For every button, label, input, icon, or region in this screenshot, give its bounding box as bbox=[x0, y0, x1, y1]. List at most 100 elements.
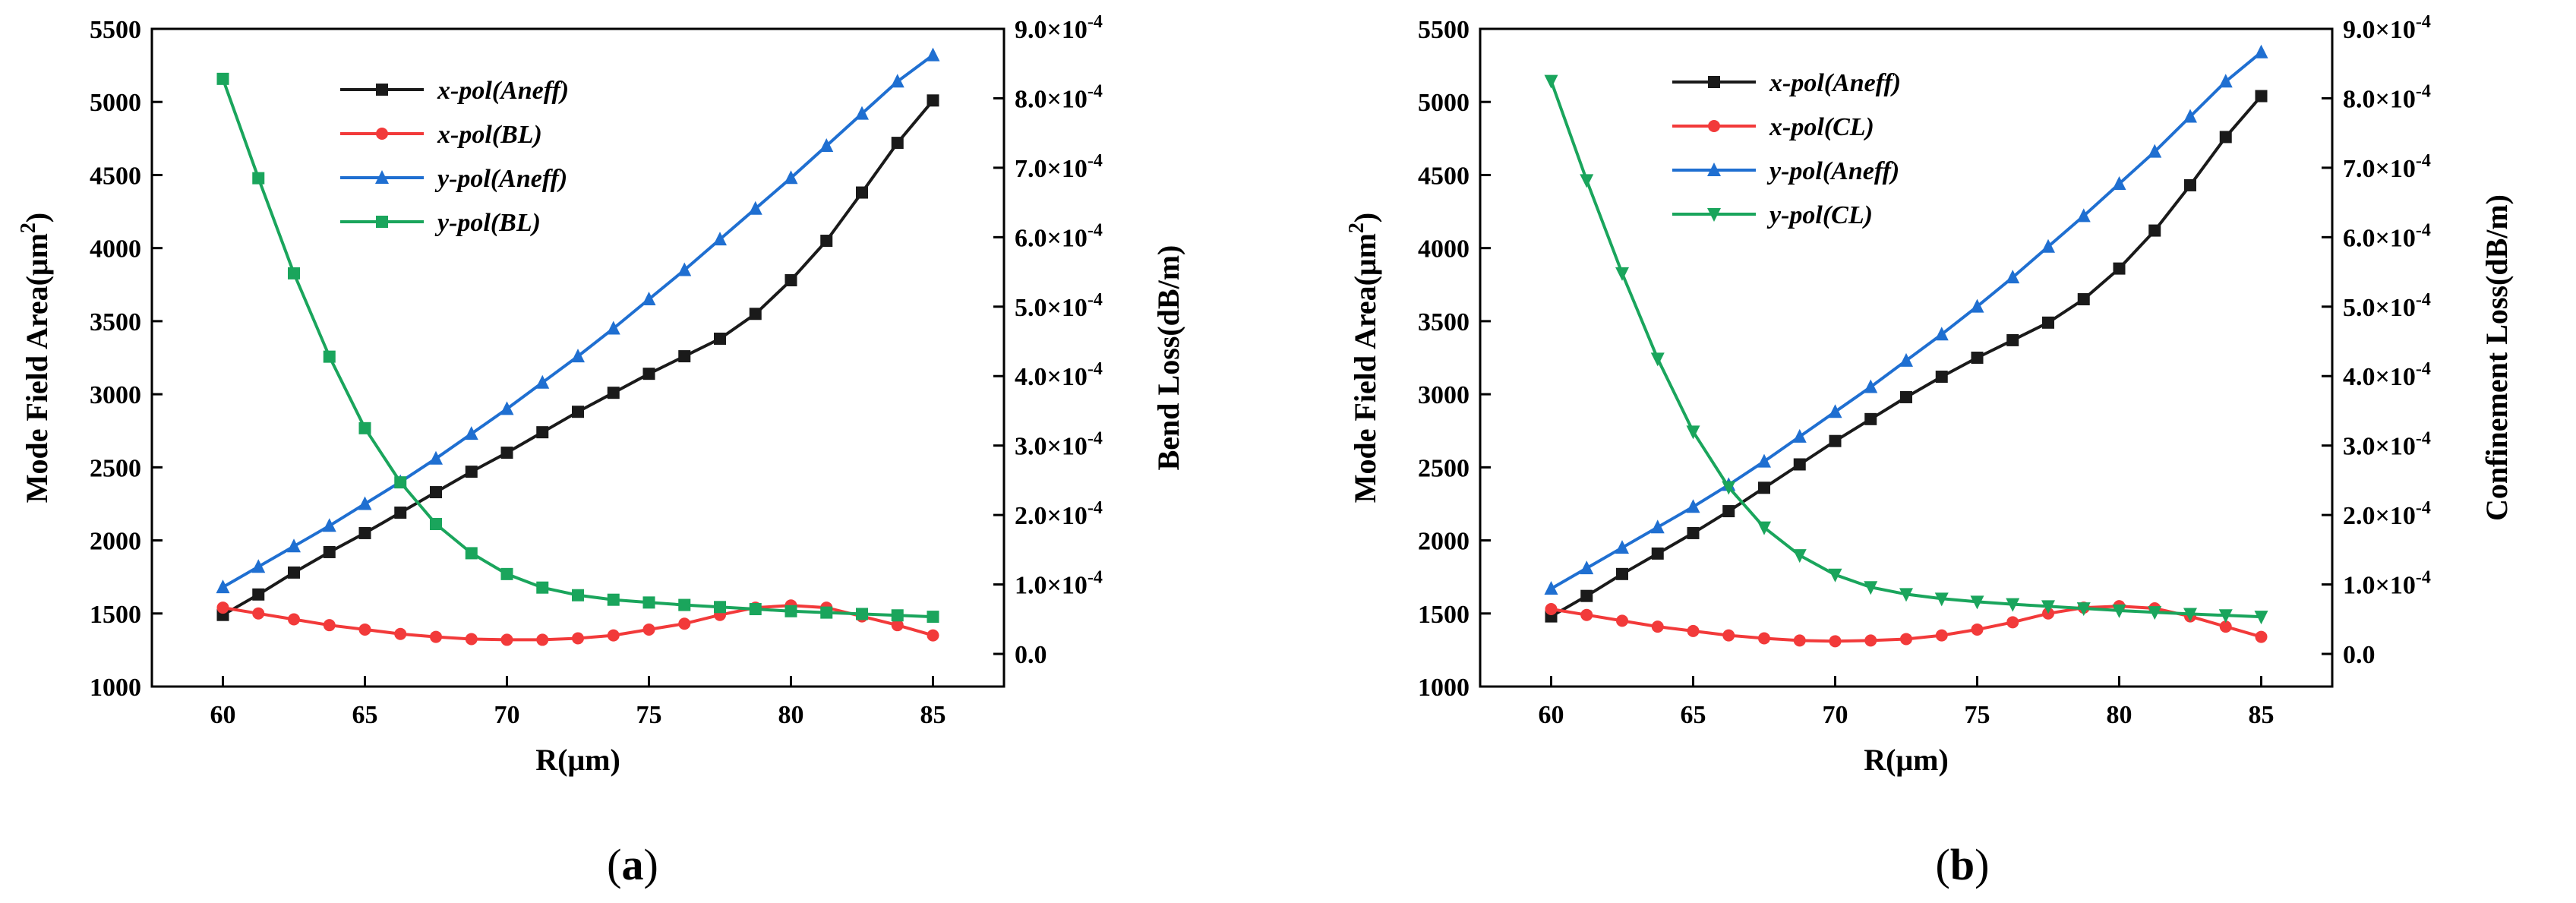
data-point bbox=[1580, 589, 1593, 602]
data-point bbox=[2254, 611, 2268, 625]
data-point bbox=[323, 545, 336, 558]
data-point bbox=[465, 633, 478, 646]
y-right-tick-label: 2.0×10-4 bbox=[2343, 498, 2431, 530]
x-tick-label: 70 bbox=[494, 701, 520, 729]
data-point bbox=[1793, 634, 1806, 647]
y-left-tick-label: 3000 bbox=[90, 381, 141, 409]
y-left-tick-label: 3500 bbox=[90, 308, 141, 336]
data-point bbox=[1580, 174, 1594, 188]
data-point bbox=[1970, 595, 1984, 610]
data-point bbox=[2183, 109, 2197, 123]
data-point bbox=[1615, 267, 1629, 281]
data-point bbox=[891, 609, 904, 622]
y-left-tick-label: 2500 bbox=[1418, 454, 1470, 482]
data-point bbox=[1616, 614, 1628, 627]
legend-marker bbox=[375, 170, 389, 184]
data-point bbox=[607, 387, 620, 399]
data-point bbox=[465, 547, 478, 560]
data-point bbox=[1935, 371, 1948, 384]
data-point bbox=[2006, 270, 2020, 284]
data-point bbox=[500, 567, 513, 580]
x-tick-label: 75 bbox=[636, 701, 662, 729]
y-left-axis-label: Mode Field Area(μm2) bbox=[1345, 213, 1382, 504]
data-point bbox=[642, 596, 655, 609]
data-point bbox=[2218, 609, 2233, 624]
data-point bbox=[1545, 603, 1558, 616]
legend-marker bbox=[376, 84, 388, 96]
y-left-tick-label: 5000 bbox=[90, 89, 141, 117]
data-point bbox=[1687, 624, 1700, 637]
data-point bbox=[1934, 327, 1949, 341]
data-point bbox=[820, 235, 833, 248]
data-point bbox=[1758, 481, 1770, 494]
y-right-tick-label: 4.0×10-4 bbox=[2343, 359, 2431, 391]
data-point bbox=[322, 518, 336, 532]
data-point bbox=[572, 589, 584, 601]
series-line bbox=[221, 78, 933, 619]
data-point bbox=[927, 611, 939, 624]
chart-a: 60 65 70 75 80 85 1000 1500 2000 2500 3000 3500 4000… bbox=[17, 12, 1185, 889]
data-point bbox=[1615, 540, 1629, 554]
data-point bbox=[2254, 44, 2268, 58]
data-point bbox=[358, 496, 372, 510]
data-point bbox=[1650, 352, 1665, 367]
series-y-pol-bl- bbox=[216, 72, 939, 624]
y-left-tick-label: 5500 bbox=[1418, 16, 1470, 44]
data-point bbox=[891, 619, 904, 632]
series-y-pol-cl- bbox=[1544, 74, 2268, 625]
legend-marker bbox=[376, 128, 388, 140]
data-point bbox=[2112, 175, 2126, 190]
x-tick-label: 80 bbox=[2107, 701, 2132, 729]
data-point bbox=[1686, 499, 1700, 513]
data-point bbox=[607, 629, 620, 642]
data-point bbox=[927, 629, 939, 642]
y-right-axis-label: Bend Loss(dB/m) bbox=[1151, 245, 1185, 471]
legend-label: x-pol(Aneff) bbox=[1769, 69, 1901, 97]
data-point bbox=[891, 137, 904, 150]
y-left-tick-label: 1500 bbox=[90, 601, 141, 629]
data-point bbox=[252, 607, 265, 620]
data-point bbox=[252, 588, 265, 601]
data-point bbox=[1651, 547, 1664, 560]
data-point bbox=[358, 422, 371, 434]
data-point bbox=[358, 526, 371, 539]
data-point bbox=[749, 603, 762, 616]
y-right-tick-label: 7.0×10-4 bbox=[1015, 151, 1103, 183]
y-right-tick-label: 5.0×10-4 bbox=[2343, 290, 2431, 322]
y-left-tick-label: 5500 bbox=[90, 16, 141, 44]
y-right-tick-label: 1.0×10-4 bbox=[1015, 568, 1103, 600]
data-point bbox=[1758, 632, 1770, 645]
data-point bbox=[678, 617, 691, 630]
data-point bbox=[429, 450, 443, 465]
x-tick-label: 75 bbox=[1965, 701, 1990, 729]
data-point bbox=[358, 623, 371, 636]
data-point bbox=[2184, 178, 2196, 191]
data-point bbox=[2077, 293, 2090, 306]
data-point bbox=[500, 633, 513, 646]
data-point bbox=[323, 619, 336, 632]
data-point bbox=[714, 332, 726, 345]
legend-label: x-pol(CL) bbox=[1769, 113, 1874, 141]
series-y-pol-aneff- bbox=[1544, 44, 2268, 595]
data-point bbox=[642, 292, 656, 306]
data-point bbox=[1792, 549, 1807, 564]
series-y-pol-aneff- bbox=[216, 47, 940, 594]
data-point bbox=[1792, 428, 1807, 443]
data-point bbox=[2183, 608, 2197, 622]
y-left-tick-label: 5000 bbox=[1418, 89, 1470, 117]
data-point bbox=[1971, 623, 1984, 636]
y-right-tick-label: 8.0×10-4 bbox=[1015, 81, 1103, 113]
data-point bbox=[216, 72, 229, 85]
series-line bbox=[1549, 80, 2262, 619]
data-point bbox=[678, 598, 691, 611]
data-point bbox=[642, 623, 655, 636]
legend-marker bbox=[1708, 120, 1720, 132]
data-point bbox=[855, 106, 869, 120]
legend-marker bbox=[376, 216, 388, 228]
legend-label: y-pol(Aneff) bbox=[434, 165, 567, 193]
data-point bbox=[216, 579, 230, 594]
y-right-tick-label: 0.0 bbox=[2343, 641, 2376, 669]
series-x-pol-cl- bbox=[1545, 600, 2268, 648]
data-point bbox=[2041, 600, 2055, 614]
